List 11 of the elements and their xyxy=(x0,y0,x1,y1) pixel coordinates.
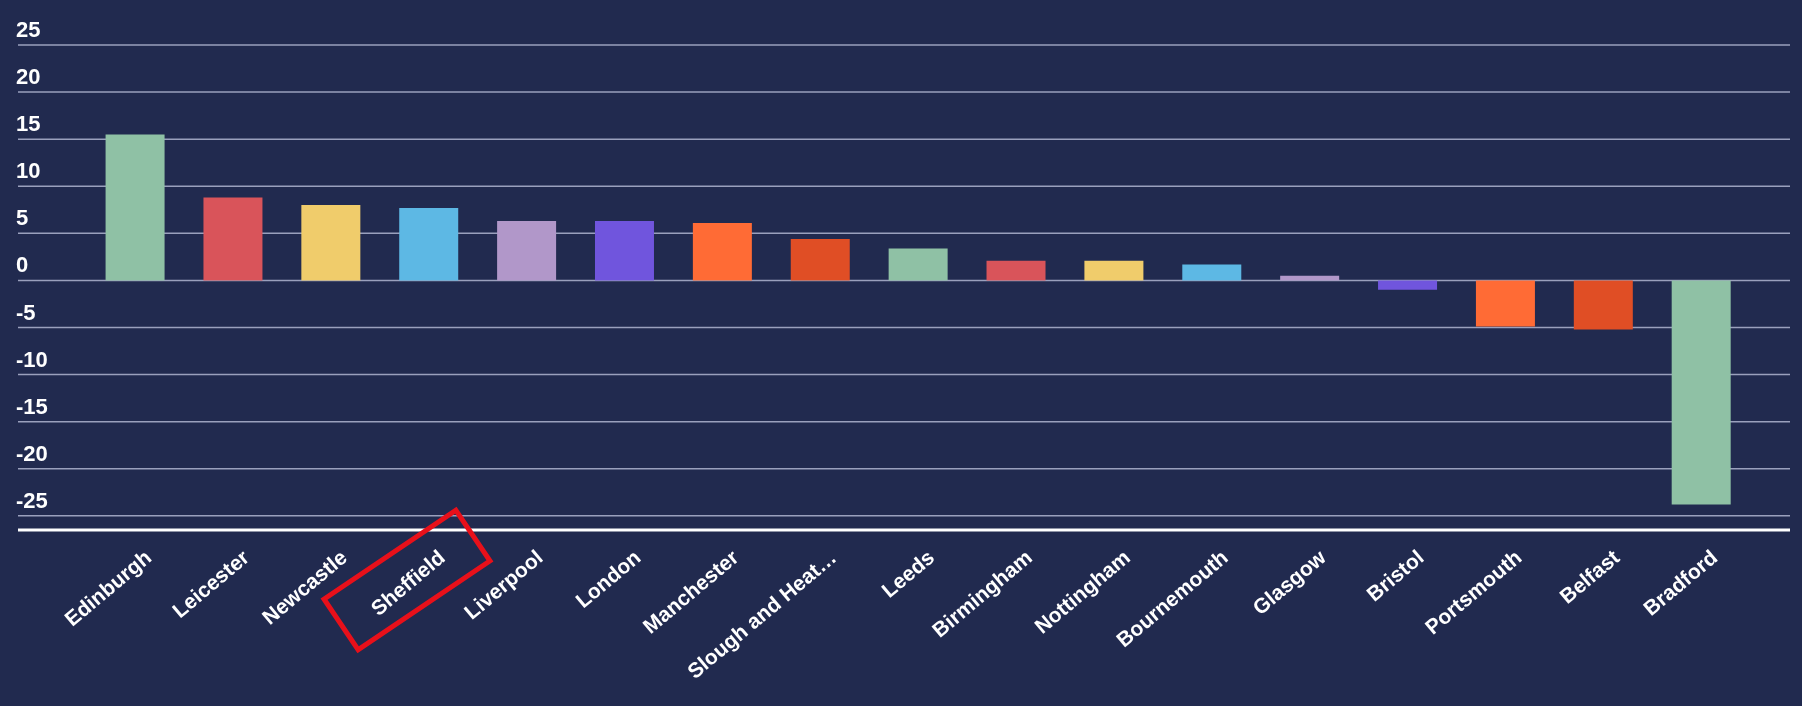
y-tick-label: 20 xyxy=(16,64,41,90)
y-tick-label: -20 xyxy=(16,440,48,466)
y-tick-label: 0 xyxy=(16,252,29,278)
y-tick-label: -15 xyxy=(16,393,48,419)
y-tick-label: -5 xyxy=(16,299,36,325)
y-tick-label: -25 xyxy=(16,487,48,513)
y-tick-label: -10 xyxy=(16,346,48,372)
y-tick-label: 10 xyxy=(16,158,41,184)
y-tick-label: 25 xyxy=(16,17,41,42)
y-tick-label: 5 xyxy=(16,205,29,231)
y-tick-label: 15 xyxy=(16,111,41,137)
